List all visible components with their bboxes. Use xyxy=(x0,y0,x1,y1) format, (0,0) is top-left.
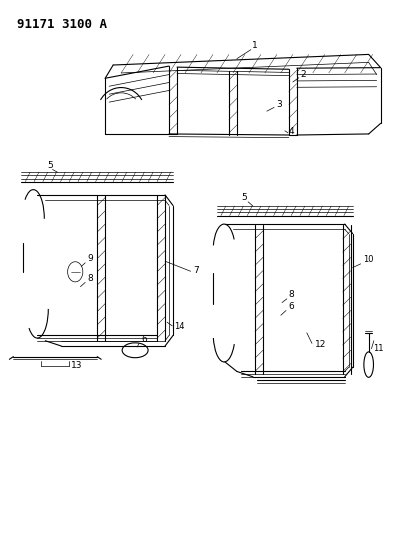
Text: 9: 9 xyxy=(87,254,93,263)
Text: 13: 13 xyxy=(71,361,83,370)
Text: 11: 11 xyxy=(372,344,382,353)
Text: 91171 3100 A: 91171 3100 A xyxy=(17,18,107,31)
Text: 4: 4 xyxy=(288,127,294,136)
Text: 8: 8 xyxy=(87,274,93,284)
Text: 8: 8 xyxy=(288,290,294,299)
Text: 10: 10 xyxy=(362,255,372,264)
Text: 14: 14 xyxy=(173,321,184,330)
Text: 12: 12 xyxy=(314,340,325,349)
Text: 6: 6 xyxy=(141,335,146,344)
Text: 5: 5 xyxy=(47,161,53,170)
Text: 5: 5 xyxy=(240,193,246,202)
Text: 3: 3 xyxy=(275,100,281,109)
Text: 7: 7 xyxy=(192,266,198,275)
Text: 1: 1 xyxy=(251,41,257,50)
Text: 6: 6 xyxy=(287,302,293,311)
Text: 2: 2 xyxy=(299,70,305,79)
